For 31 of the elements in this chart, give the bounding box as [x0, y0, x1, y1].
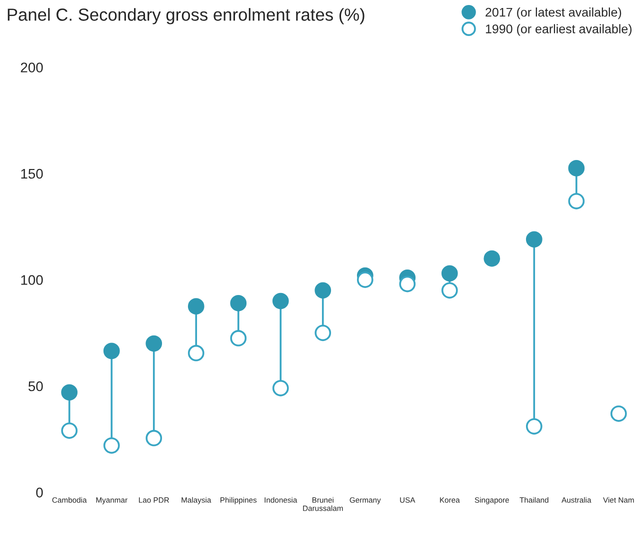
- point: [314, 324, 332, 342]
- legend-label: 1990 (or earliest available): [486, 24, 632, 36]
- point: [146, 430, 162, 446]
- point: [568, 192, 585, 210]
- point: [526, 231, 542, 248]
- y-tick-label: 100: [21, 275, 43, 285]
- point: [230, 330, 247, 346]
- point: [272, 292, 289, 310]
- point: [61, 422, 78, 439]
- y-tick-label: 200: [20, 62, 43, 72]
- point: [188, 344, 204, 362]
- point: [230, 294, 247, 312]
- point: [399, 276, 416, 292]
- point: [526, 418, 542, 435]
- y-tick-label: 150: [21, 168, 43, 179]
- point: [441, 265, 458, 282]
- y-tick-label: 0: [36, 488, 43, 498]
- point: [484, 250, 500, 267]
- y-tick-label: 50: [28, 381, 43, 392]
- point: [61, 384, 78, 401]
- chart-title: Panel C. Secondary gross enrolment rates (%): [8, 8, 364, 24]
- point: [146, 335, 162, 352]
- legend-label: 2017 (or latest available): [486, 8, 622, 20]
- point: [103, 342, 120, 360]
- point: [103, 437, 120, 454]
- point: [356, 272, 374, 288]
- point: [314, 282, 332, 299]
- point: [568, 160, 585, 176]
- point: [272, 380, 289, 396]
- point: [441, 282, 458, 299]
- point: [188, 298, 204, 315]
